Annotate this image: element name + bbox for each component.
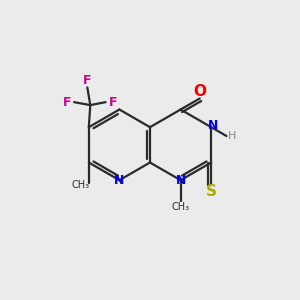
Text: F: F [109,96,117,109]
Text: F: F [83,74,92,88]
Text: N: N [208,119,219,132]
Text: N: N [176,174,186,187]
Text: N: N [114,174,124,187]
Text: F: F [62,96,71,109]
Text: S: S [206,184,217,199]
Text: H: H [228,131,236,141]
Text: CH₃: CH₃ [71,180,90,190]
Text: O: O [193,85,206,100]
Text: CH₃: CH₃ [172,202,190,212]
